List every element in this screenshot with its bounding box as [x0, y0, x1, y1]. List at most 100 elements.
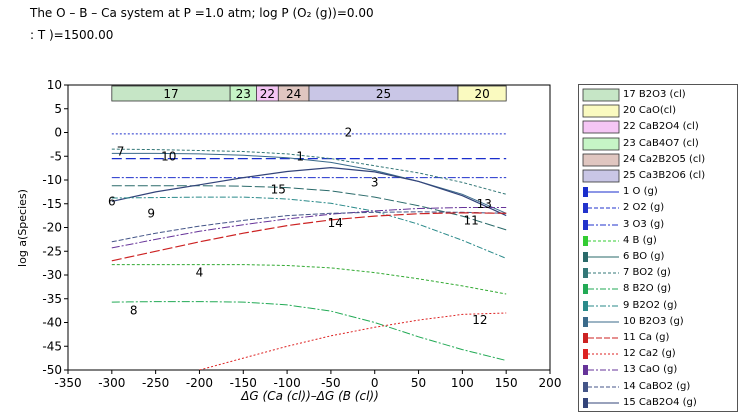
- legend-line-sample: [583, 219, 619, 230]
- legend-label: 11 Ca (g): [623, 332, 670, 343]
- series-label-6: 6: [108, 194, 116, 208]
- legend-swatch: [582, 120, 620, 134]
- y-tick-label: 10: [47, 78, 62, 92]
- legend-label: 15 CaB2O4 (g): [623, 396, 697, 408]
- phase-band-label: 22: [260, 87, 275, 101]
- phase-band-label: 24: [286, 87, 301, 101]
- x-tick-label: 50: [411, 376, 426, 390]
- y-tick-label: -15: [42, 197, 62, 211]
- series-line-10: [111, 152, 507, 214]
- legend-item: 6 BO (g): [579, 250, 737, 264]
- legend-label: 20 CaO(cl): [623, 105, 676, 117]
- legend-line-sample: [583, 349, 619, 360]
- legend-line-sample: [583, 316, 619, 327]
- legend-item: 22 CaB2O4 (cl): [579, 120, 737, 134]
- legend-label: 17 B2O3 (cl): [623, 89, 686, 100]
- series-label-13: 13: [477, 197, 492, 211]
- series-line-13: [111, 207, 507, 249]
- legend-line-sample: [583, 252, 619, 262]
- y-tick-label: -35: [42, 292, 62, 306]
- legend-line-sample: [583, 381, 619, 392]
- series-line-4: [111, 264, 507, 295]
- legend-label: 14 CaBO2 (g): [623, 380, 691, 392]
- x-tick-label: -350: [54, 376, 81, 390]
- legend-item: 1 O (g): [579, 185, 737, 199]
- x-tick-label: -200: [186, 376, 213, 390]
- x-tick-label: 0: [371, 376, 379, 390]
- series-line-9: [111, 196, 507, 259]
- plot-area: [67, 84, 551, 371]
- legend-item: 10 B2O3 (g): [579, 315, 737, 329]
- y-axis-label: log a(Species): [16, 189, 29, 267]
- legend-item: 14 CaBO2 (g): [579, 380, 737, 394]
- series-label-7: 7: [117, 145, 125, 159]
- legend-item: 9 B2O2 (g): [579, 299, 737, 313]
- legend-line-sample: [583, 284, 619, 295]
- x-tick-label: -100: [273, 376, 300, 390]
- legend-item: 2 O2 (g): [579, 201, 737, 215]
- series-label-14: 14: [328, 216, 343, 230]
- legend-line-sample: [583, 187, 619, 198]
- phase-band-label: 20: [474, 87, 489, 101]
- y-tick-label: -10: [42, 173, 62, 187]
- series-label-8: 8: [130, 304, 138, 318]
- y-tick-label: -25: [42, 244, 62, 258]
- legend: 17 B2O3 (cl) 20 CaO(cl) 22 CaB2O4 (cl) 23 C…: [578, 84, 738, 412]
- y-tick-label: 5: [54, 102, 62, 116]
- series-label-9: 9: [147, 206, 155, 220]
- x-tick-label: 150: [495, 376, 518, 390]
- legend-item: 3 O3 (g): [579, 218, 737, 232]
- legend-swatch: [582, 104, 620, 118]
- legend-item: 7 BO2 (g): [579, 266, 737, 280]
- x-tick-label: -50: [321, 376, 341, 390]
- legend-item: 24 Ca2B2O5 (cl): [579, 153, 737, 167]
- y-tick-label: -40: [42, 316, 62, 330]
- chart-title-line-2: : T )=1500.00: [30, 28, 114, 42]
- series-line-7: [111, 148, 507, 195]
- legend-line-sample: [583, 365, 619, 376]
- legend-line-sample: [583, 203, 619, 214]
- series-label-2: 2: [345, 126, 353, 140]
- phase-band: [457, 85, 507, 102]
- legend-swatch: [582, 137, 620, 150]
- y-tick-label: -50: [42, 363, 62, 377]
- legend-item: 17 B2O3 (cl): [579, 88, 737, 102]
- legend-line-sample: [583, 397, 619, 408]
- y-tick-label: -20: [42, 221, 62, 235]
- legend-line-sample: [583, 235, 619, 246]
- series-line-15: [111, 166, 507, 217]
- legend-line-sample: [583, 268, 619, 279]
- legend-item: 20 CaO(cl): [579, 104, 737, 118]
- legend-label: 1 O (g): [623, 186, 658, 198]
- legend-label: 12 Ca2 (g): [623, 348, 676, 360]
- legend-label: 25 Ca3B2O6 (cl): [623, 170, 706, 181]
- legend-line-sample: [583, 300, 619, 311]
- legend-label: 7 BO2 (g): [623, 267, 671, 279]
- phase-band-label: 23: [236, 87, 251, 101]
- legend-item: 4 B (g): [579, 234, 737, 248]
- series-label-4: 4: [196, 266, 204, 280]
- y-tick-label: -5: [50, 149, 62, 163]
- x-tick-label: -300: [98, 376, 125, 390]
- legend-label: 22 CaB2O4 (cl): [623, 121, 699, 133]
- series-label-11: 11: [463, 213, 478, 227]
- x-tick-label: -150: [230, 376, 257, 390]
- legend-item: 8 B2O (g): [579, 282, 737, 296]
- series-line-8: [111, 301, 507, 361]
- legend-label: 6 BO (g): [623, 251, 665, 262]
- legend-swatch: [582, 88, 620, 102]
- legend-item: 11 Ca (g): [579, 331, 737, 345]
- series-label-15: 15: [271, 183, 286, 197]
- phase-band-label: 17: [163, 87, 178, 101]
- legend-swatch: [582, 169, 620, 183]
- y-tick-label: 0: [54, 126, 62, 140]
- chart-title-line-1: The O – B – Ca system at P =1.0 atm; log…: [30, 6, 374, 20]
- legend-item: 15 CaB2O4 (g): [579, 396, 737, 410]
- x-tick-label: -250: [142, 376, 169, 390]
- legend-swatch: [582, 153, 620, 167]
- series-line-11: [111, 212, 507, 262]
- series-label-10: 10: [161, 149, 176, 163]
- series-label-12: 12: [472, 313, 487, 327]
- y-tick-label: -30: [42, 268, 62, 282]
- legend-item: 12 Ca2 (g): [579, 347, 737, 361]
